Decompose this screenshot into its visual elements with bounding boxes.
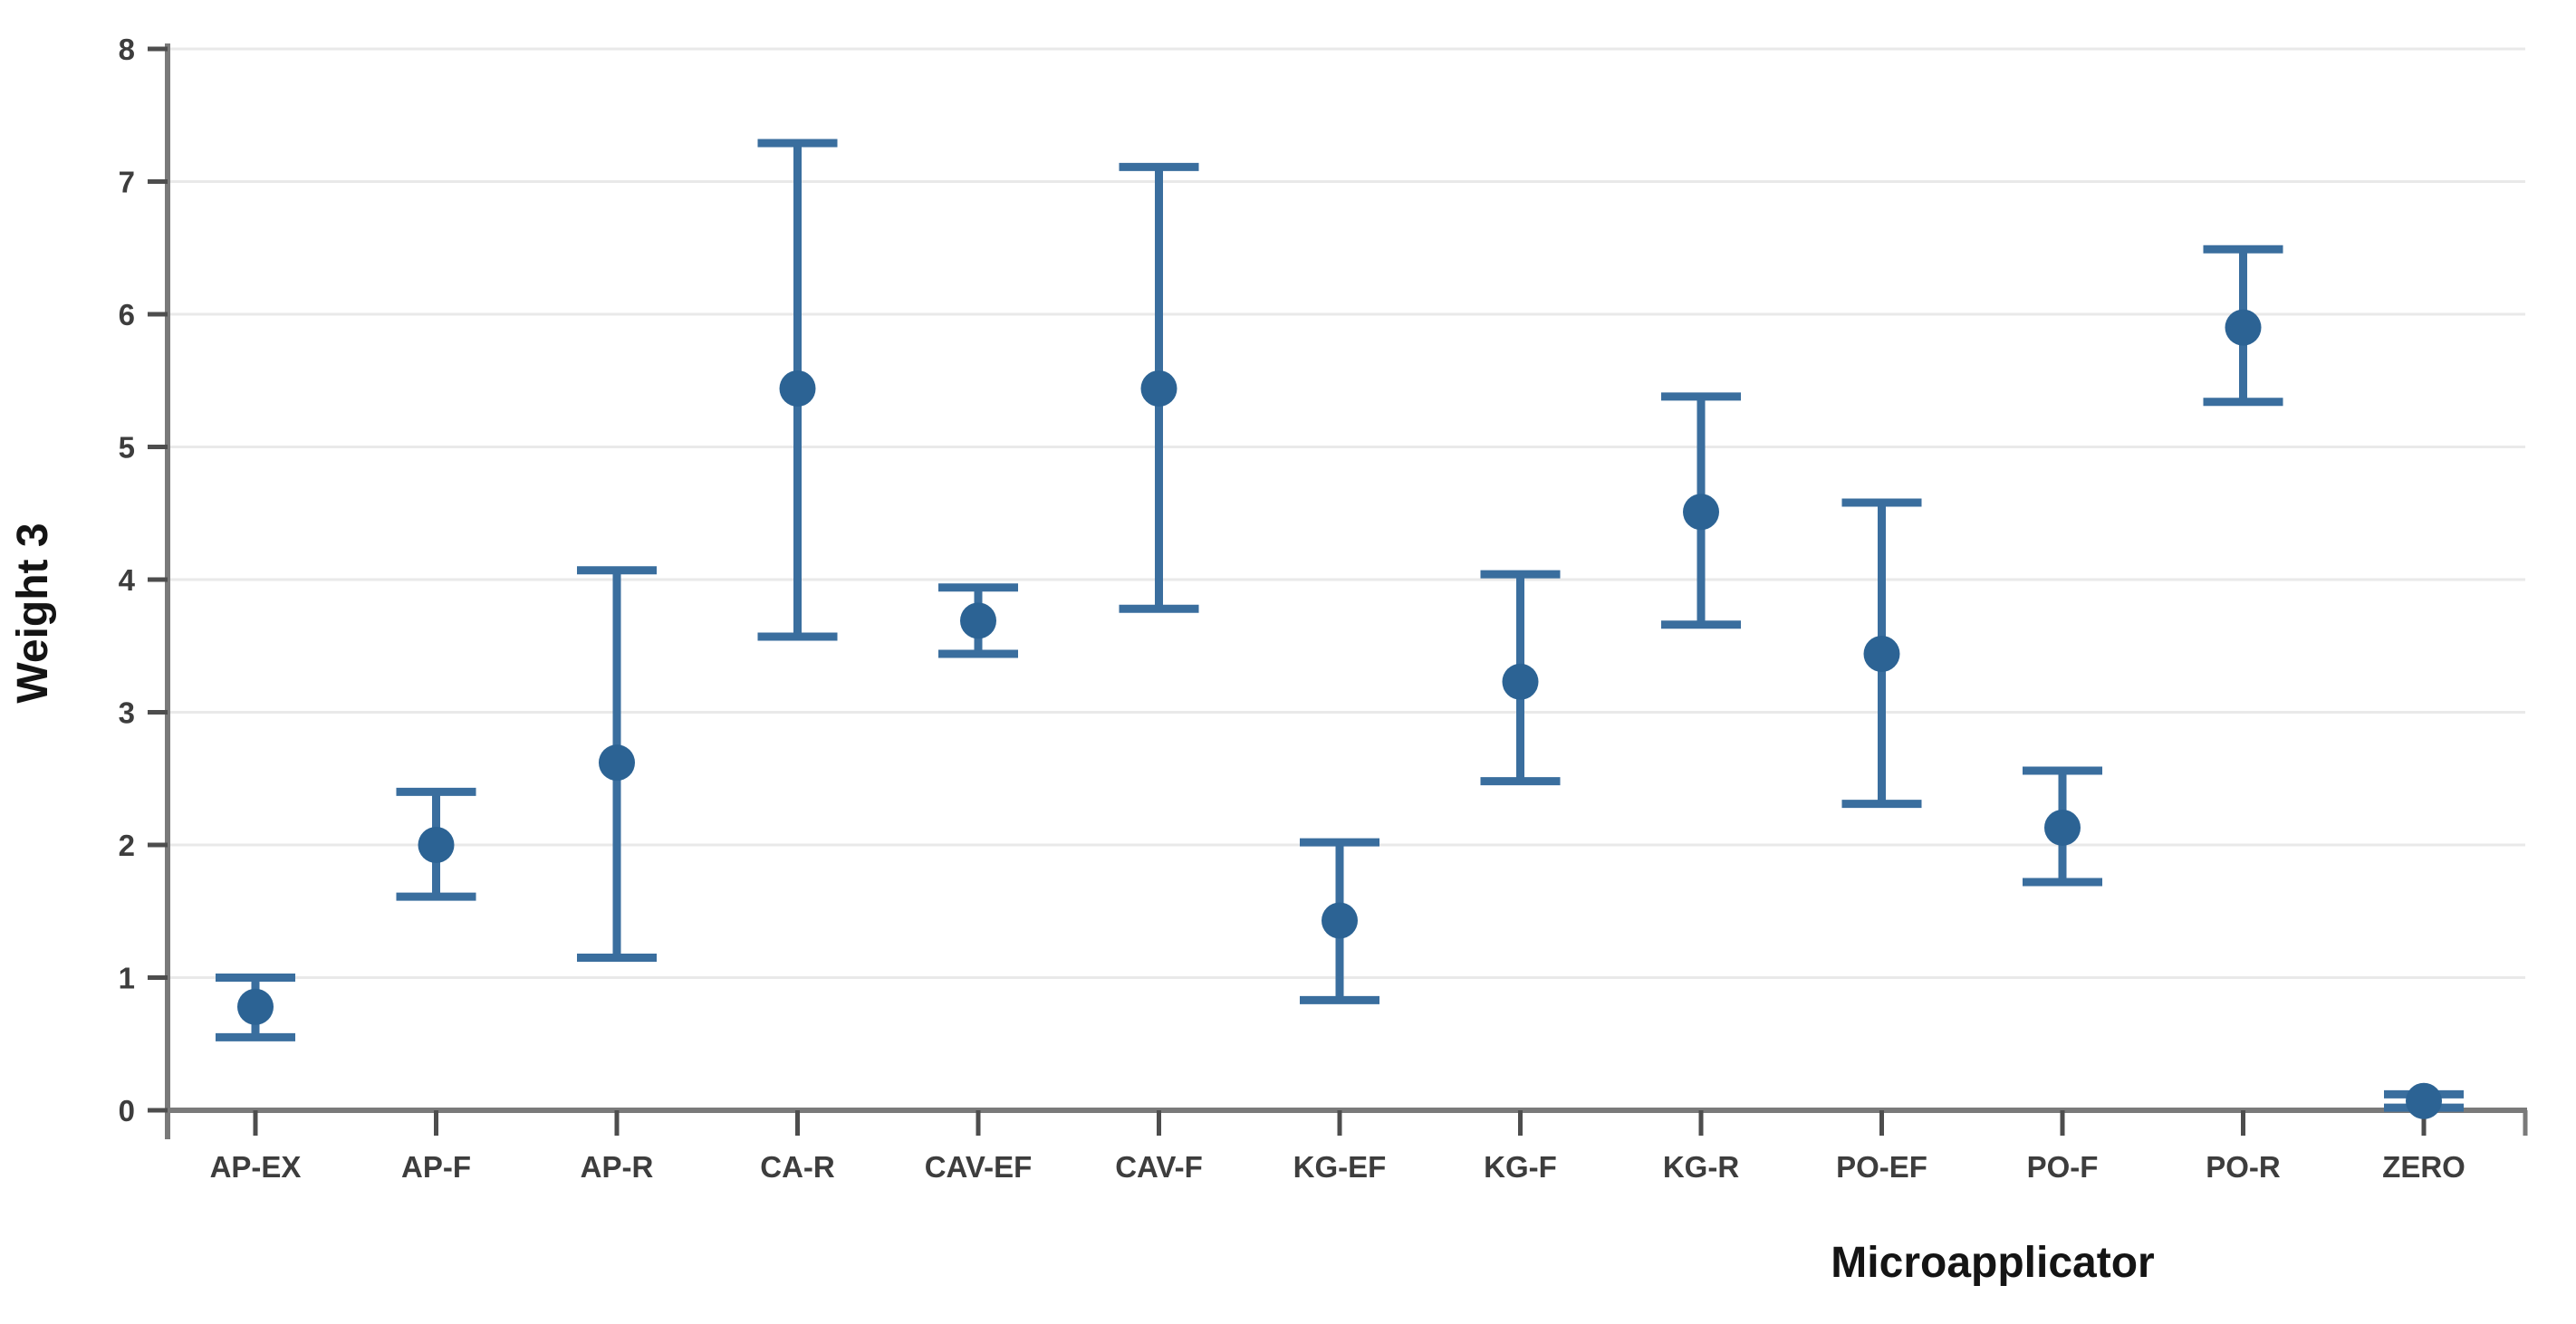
mean-marker: [599, 744, 635, 782]
error-bar-AP-EX: [216, 974, 295, 1041]
mean-marker: [1683, 494, 1719, 531]
y-tick-marks-group: [148, 46, 168, 1113]
y-tick-label-1: 1: [119, 962, 135, 995]
x-tick-label-PO-F: PO-F: [2027, 1150, 2099, 1184]
mean-marker: [2044, 809, 2081, 846]
error-bar-PO-EF: [1841, 498, 1922, 809]
y-tick-label-2: 2: [119, 829, 135, 862]
error-bar-ZERO: [2384, 1082, 2464, 1119]
mean-marker: [1502, 663, 1539, 700]
x-tick-labels-group: AP-EX AP-F AP-R CA-R CAV-EF CAV-F KG-EF KG-F KG-…: [210, 1150, 2465, 1184]
y-tick-label-8: 8: [119, 33, 135, 66]
error-bar-PO-R: [2203, 245, 2283, 407]
error-bar-CAV-F: [1119, 162, 1199, 613]
x-tick-label-KG-R: KG-R: [1663, 1150, 1739, 1184]
x-axis-title: Microapplicator: [1831, 1239, 2154, 1287]
mean-marker: [2225, 309, 2262, 346]
x-tick-label-CAV-EF: CAV-EF: [925, 1150, 1033, 1184]
mean-marker: [1863, 636, 1900, 673]
y-tick-label-0: 0: [119, 1094, 135, 1127]
mean-marker: [779, 370, 816, 408]
x-tick-label-ZERO: ZERO: [2382, 1150, 2465, 1184]
x-tick-marks-group: [253, 1110, 2528, 1136]
error-bar-KG-F: [1480, 570, 1561, 786]
mean-marker: [237, 988, 274, 1025]
gridlines-group: [168, 47, 2525, 979]
error-bar-AP-R: [577, 566, 657, 963]
x-tick-label-PO-R: PO-R: [2206, 1150, 2281, 1184]
x-tick-label-KG-EF: KG-EF: [1293, 1150, 1387, 1184]
y-tick-labels-group: 0 1 2 3 4 5 6 7 8: [119, 33, 136, 1127]
axes-group: [165, 43, 2527, 1139]
y-tick-label-6: 6: [119, 298, 135, 331]
error-bar-KG-EF: [1300, 838, 1379, 1004]
y-tick-label-7: 7: [119, 166, 135, 199]
x-tick-label-AP-EX: AP-EX: [210, 1150, 302, 1184]
mean-marker: [418, 827, 455, 863]
error-bar-CAV-EF: [938, 583, 1018, 658]
error-bar-CA-R: [757, 139, 838, 641]
y-tick-label-3: 3: [119, 696, 135, 730]
mean-marker: [1140, 370, 1177, 408]
x-tick-label-CA-R: CA-R: [760, 1150, 835, 1184]
y-tick-label-5: 5: [119, 431, 135, 465]
error-bar-AP-F: [396, 787, 476, 901]
x-tick-label-CAV-F: CAV-F: [1115, 1150, 1203, 1184]
y-axis-title: Weight 3: [9, 523, 57, 703]
mean-marker: [2406, 1082, 2442, 1119]
mean-marker: [1322, 902, 1358, 939]
x-tick-label-KG-F: KG-F: [1484, 1150, 1557, 1184]
x-tick-label-AP-F: AP-F: [401, 1150, 471, 1184]
mean-marker: [960, 602, 996, 639]
x-tick-label-AP-R: AP-R: [581, 1150, 654, 1184]
error-bar-KG-R: [1661, 392, 1741, 629]
error-bar-PO-F: [2023, 766, 2102, 887]
x-tick-label-PO-EF: PO-EF: [1836, 1150, 1927, 1184]
y-tick-label-4: 4: [119, 563, 136, 597]
error-bars-group: [216, 139, 2464, 1119]
